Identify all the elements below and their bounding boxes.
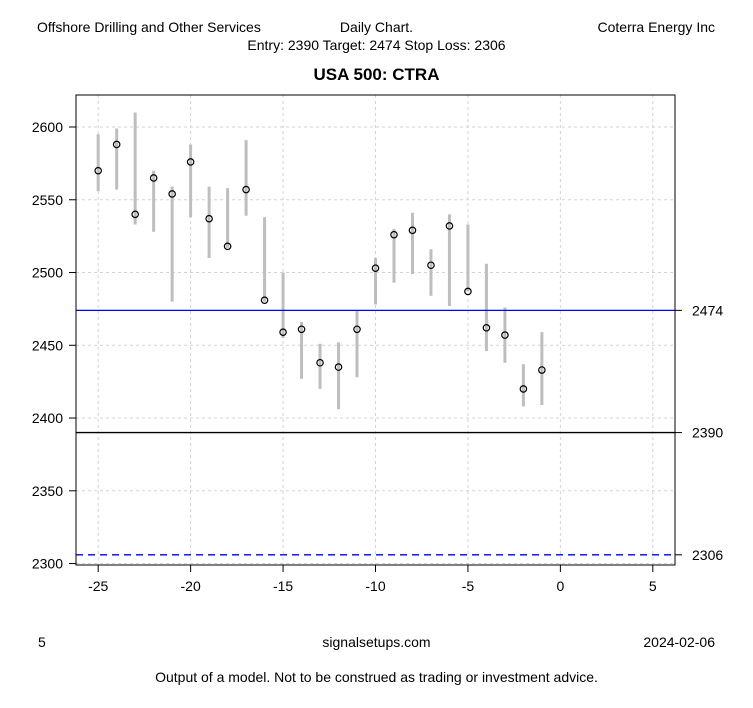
stop_loss-label: 2306 bbox=[692, 547, 723, 563]
x-tick-label: -5 bbox=[462, 578, 475, 594]
chart-type-label: Daily Chart. bbox=[339, 19, 414, 35]
close-marker bbox=[316, 358, 324, 367]
y-tick-label: 2450 bbox=[32, 337, 63, 353]
y-tick-label: 2300 bbox=[32, 556, 63, 572]
close-marker bbox=[501, 331, 509, 339]
close-marker bbox=[205, 214, 213, 223]
x-tick-label: -15 bbox=[273, 578, 293, 594]
target-label: 2474 bbox=[692, 302, 723, 318]
trade-levels-label: Entry: 2390 Target: 2474 Stop Loss: 2306 bbox=[247, 37, 506, 53]
close-marker bbox=[149, 174, 158, 182]
x-tick-label: 0 bbox=[556, 578, 564, 594]
close-marker bbox=[538, 366, 546, 374]
close-marker bbox=[445, 222, 454, 230]
y-tick-label: 2550 bbox=[32, 192, 63, 208]
close-marker bbox=[297, 325, 306, 334]
sector-label: Offshore Drilling and Other Services bbox=[37, 19, 261, 35]
close-marker bbox=[112, 140, 121, 149]
close-marker bbox=[408, 226, 417, 235]
gridlines bbox=[76, 95, 675, 565]
close-marker bbox=[371, 264, 380, 272]
company-label: Coterra Energy Inc bbox=[597, 19, 716, 35]
close-marker bbox=[353, 325, 361, 334]
close-marker bbox=[427, 261, 435, 270]
y-tick-label: 2400 bbox=[32, 410, 63, 426]
close-marker bbox=[519, 385, 528, 393]
y-tick-label: 2350 bbox=[32, 483, 63, 499]
close-marker bbox=[131, 210, 139, 219]
close-marker bbox=[168, 190, 176, 198]
close-marker bbox=[279, 328, 287, 336]
close-marker bbox=[186, 158, 195, 166]
x-tick-label: -25 bbox=[88, 578, 108, 594]
date-label: 2024-02-06 bbox=[643, 634, 715, 650]
price-chart: 2474 2390 2306 -25 -20 -15 -10 -5 0 5 2300 2350 2400… bbox=[32, 94, 723, 594]
y-tick-label: 2500 bbox=[32, 265, 63, 281]
website-label: signalsetups.com bbox=[322, 634, 431, 650]
hlc-bars bbox=[94, 112, 546, 410]
close-marker bbox=[390, 230, 398, 239]
close-marker bbox=[242, 185, 250, 194]
close-marker bbox=[334, 363, 343, 371]
x-tick-label: 5 bbox=[649, 578, 657, 594]
entry-label: 2390 bbox=[692, 425, 723, 441]
y-tick-label: 2600 bbox=[32, 119, 63, 135]
page-number: 5 bbox=[38, 634, 46, 650]
close-marker bbox=[260, 296, 269, 304]
x-tick-label: -10 bbox=[365, 578, 385, 594]
close-marker bbox=[482, 324, 491, 332]
axes: -25 -20 -15 -10 -5 0 5 2300 2350 2400 2450 2500 2550… bbox=[32, 119, 657, 594]
close-marker bbox=[94, 166, 102, 175]
chart-title: USA 500: CTRA bbox=[313, 65, 440, 84]
level-lines: 2474 2390 2306 bbox=[76, 302, 723, 563]
close-marker bbox=[464, 287, 472, 296]
close-marker bbox=[223, 242, 232, 251]
x-tick-label: -20 bbox=[181, 578, 201, 594]
disclaimer: Output of a model. Not to be construed a… bbox=[155, 669, 598, 685]
